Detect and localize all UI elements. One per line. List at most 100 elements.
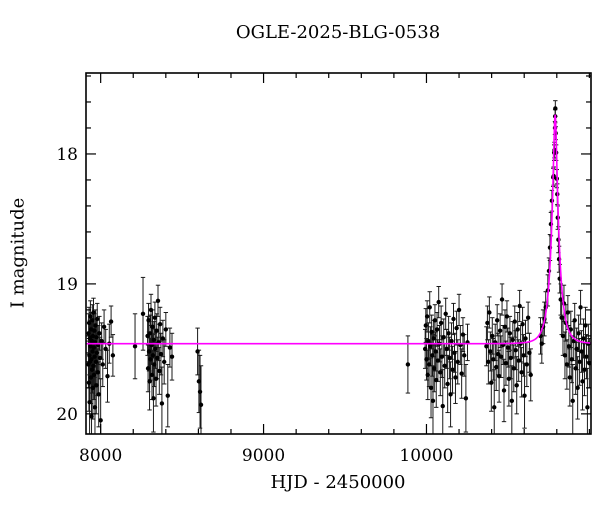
data-point	[99, 338, 104, 344]
data-point	[441, 334, 446, 340]
data-point	[100, 362, 105, 367]
x-tick-label: 9000	[242, 446, 285, 466]
data-point	[582, 367, 587, 372]
data-point	[101, 324, 107, 329]
data-point	[424, 357, 429, 362]
data-point	[155, 355, 160, 361]
data-point	[524, 362, 530, 367]
data-point	[151, 396, 156, 401]
data-point	[438, 370, 443, 375]
data-point	[569, 357, 574, 362]
data-point	[90, 333, 96, 339]
data-point	[502, 324, 508, 329]
data-point	[448, 392, 453, 397]
data-point	[95, 316, 100, 322]
data-point	[486, 359, 491, 365]
data-point	[462, 353, 467, 358]
data-point	[439, 354, 445, 359]
data-point	[574, 346, 579, 352]
x-tick-label: 10000	[399, 446, 453, 466]
data-point	[558, 297, 563, 302]
data-point	[433, 349, 438, 354]
data-point	[93, 359, 99, 365]
data-point	[89, 357, 94, 362]
data-point	[499, 297, 505, 302]
data-point	[89, 414, 94, 419]
data-point	[497, 328, 503, 333]
data-point	[521, 353, 526, 358]
data-point	[97, 355, 103, 361]
data-point	[493, 364, 499, 370]
data-point	[511, 366, 516, 371]
data-point	[147, 379, 152, 384]
data-point	[566, 344, 572, 349]
data-point	[510, 337, 516, 342]
data-point	[453, 375, 458, 380]
data-point	[435, 358, 441, 363]
data-point	[94, 383, 99, 388]
data-point	[528, 372, 533, 378]
data-point	[91, 372, 97, 378]
data-point	[196, 379, 202, 384]
data-point	[446, 331, 451, 336]
data-point	[565, 310, 571, 315]
data-point	[442, 363, 447, 368]
data-point	[88, 375, 94, 380]
data-point	[147, 331, 153, 336]
data-point	[140, 311, 146, 316]
data-point	[514, 383, 519, 388]
data-point	[577, 359, 582, 365]
data-point	[159, 401, 165, 406]
data-point	[438, 320, 444, 326]
data-point	[520, 321, 525, 327]
data-point	[425, 372, 430, 378]
data-point	[430, 398, 436, 404]
data-point	[490, 333, 495, 339]
data-point	[422, 346, 428, 352]
data-point	[148, 357, 153, 362]
data-point	[87, 353, 92, 358]
y-tick-label: 19	[56, 275, 78, 295]
data-point	[428, 344, 433, 349]
data-point	[110, 353, 116, 358]
data-point	[567, 375, 573, 380]
data-point	[579, 349, 584, 354]
data-point	[488, 349, 493, 354]
data-points-layer	[86, 106, 591, 423]
data-point	[519, 370, 524, 375]
data-point	[583, 323, 588, 328]
data-point	[525, 315, 531, 320]
data-point	[444, 346, 449, 352]
data-point	[165, 393, 170, 398]
data-point	[454, 325, 459, 331]
x-axis-label: HJD - 2450000	[270, 472, 406, 493]
data-point	[429, 329, 434, 335]
data-point	[484, 344, 489, 349]
data-point	[498, 354, 504, 359]
data-point	[89, 367, 95, 372]
data-point	[92, 405, 98, 410]
data-point	[105, 373, 110, 379]
data-point	[92, 354, 97, 359]
data-point	[585, 405, 590, 410]
data-point	[146, 349, 152, 354]
y-tick-label: 18	[56, 145, 78, 165]
data-point	[153, 376, 159, 381]
data-point	[572, 318, 577, 323]
data-point	[91, 310, 96, 315]
data-point	[450, 367, 455, 372]
data-point	[487, 310, 492, 315]
data-point	[445, 381, 450, 387]
data-point	[515, 327, 520, 332]
data-point	[580, 379, 585, 384]
data-point	[91, 363, 96, 368]
data-point	[539, 341, 545, 346]
data-point	[443, 311, 448, 316]
data-point	[86, 320, 92, 326]
data-point	[459, 371, 464, 376]
data-point	[491, 357, 496, 362]
data-point	[440, 403, 445, 409]
data-point	[146, 318, 151, 323]
data-point	[494, 318, 500, 323]
data-point	[513, 347, 518, 353]
